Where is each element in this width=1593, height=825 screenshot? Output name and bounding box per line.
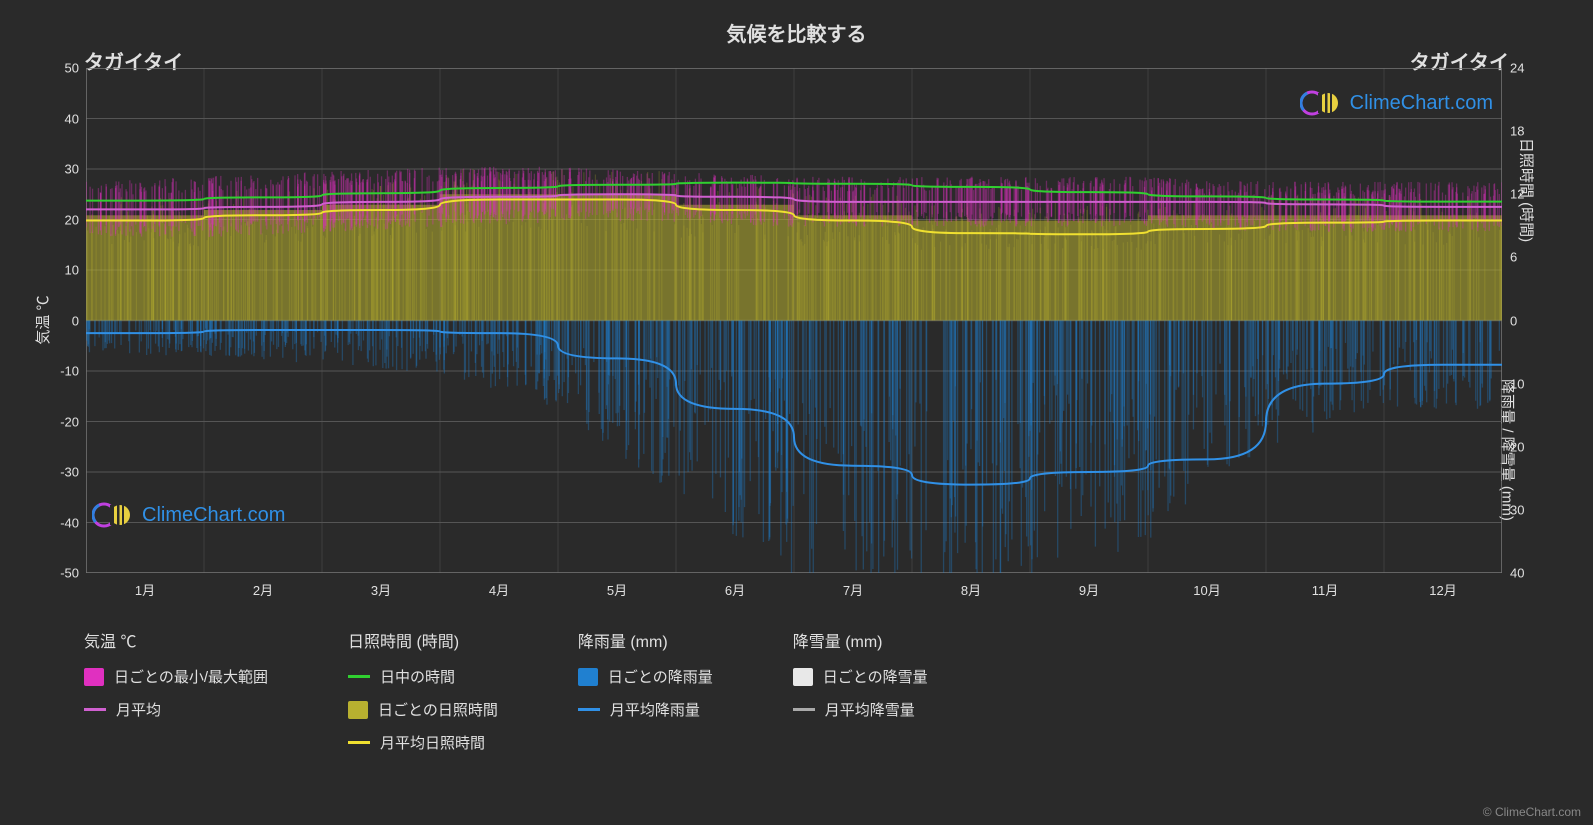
xtick: 5月: [607, 580, 627, 599]
xtick: 9月: [1079, 580, 1099, 599]
legend-group-title: 降雨量 (mm): [578, 628, 713, 652]
ytick-left: 40: [39, 111, 79, 126]
ytick-left: -10: [39, 364, 79, 379]
ytick-left: 50: [39, 61, 79, 76]
legend-item: 月平均日照時間: [348, 732, 498, 753]
xtick: 12月: [1429, 580, 1456, 599]
legend-label: 日ごとの降雨量: [608, 666, 713, 687]
copyright: © ClimeChart.com: [1483, 805, 1581, 819]
ytick-right: 10: [1510, 376, 1524, 391]
legend-label: 月平均: [116, 699, 161, 720]
xtick: 10月: [1193, 580, 1220, 599]
legend-group-title: 降雪量 (mm): [793, 628, 928, 652]
legend-item: 日中の時間: [348, 666, 498, 687]
legend-label: 日中の時間: [380, 666, 455, 687]
xtick: 8月: [961, 580, 981, 599]
legend-swatch: [793, 708, 815, 711]
legend-group: 降雨量 (mm) 日ごとの降雨量月平均降雨量: [578, 628, 713, 753]
legend-group: 気温 ℃ 日ごとの最小/最大範囲月平均: [84, 628, 268, 753]
ytick-right: 20: [1510, 439, 1524, 454]
legend-label: 日ごとの最小/最大範囲: [114, 666, 268, 687]
legend-swatch: [84, 668, 104, 686]
legend-label: 月平均日照時間: [380, 732, 485, 753]
xtick: 4月: [489, 580, 509, 599]
brand-logo-bottom: ClimeChart.com: [92, 500, 285, 530]
legend-item: 日ごとの降雪量: [793, 666, 928, 687]
legend-item: 日ごとの最小/最大範囲: [84, 666, 268, 687]
legend-swatch: [348, 701, 368, 719]
ytick-right: 18: [1510, 124, 1524, 139]
xtick: 2月: [253, 580, 273, 599]
legend-label: 日ごとの降雪量: [823, 666, 928, 687]
ytick-left: -30: [39, 465, 79, 480]
ytick-right: 0: [1510, 313, 1517, 328]
brand-text: ClimeChart.com: [142, 504, 285, 527]
legend-swatch: [84, 708, 106, 711]
chart-title: 気候を比較する: [0, 18, 1593, 47]
legend-item: 月平均降雪量: [793, 699, 928, 720]
legend-swatch: [348, 675, 370, 678]
ytick-left: 20: [39, 212, 79, 227]
ytick-left: 0: [39, 313, 79, 328]
legend-group: 降雪量 (mm) 日ごとの降雪量月平均降雪量: [793, 628, 928, 753]
legend-swatch: [793, 668, 813, 686]
brand-text: ClimeChart.com: [1350, 92, 1493, 115]
legend-item: 月平均: [84, 699, 268, 720]
legend-group-title: 気温 ℃: [84, 628, 268, 652]
xtick: 11月: [1312, 580, 1339, 599]
legend-item: 日ごとの日照時間: [348, 699, 498, 720]
legend: 気温 ℃ 日ごとの最小/最大範囲月平均 日照時間 (時間) 日中の時間日ごとの日照時間…: [84, 628, 928, 753]
brand-logo-top: ClimeChart.com: [1300, 88, 1493, 118]
ytick-right: 24: [1510, 61, 1524, 76]
xtick: 1月: [135, 580, 155, 599]
xtick: 7月: [843, 580, 863, 599]
legend-item: 月平均降雨量: [578, 699, 713, 720]
ytick-right: 12: [1510, 187, 1524, 202]
ytick-left: -50: [39, 566, 79, 581]
ytick-left: -40: [39, 515, 79, 530]
ytick-right: 40: [1510, 566, 1524, 581]
legend-swatch: [348, 741, 370, 744]
legend-group-title: 日照時間 (時間): [348, 628, 498, 652]
legend-item: 日ごとの降雨量: [578, 666, 713, 687]
legend-group: 日照時間 (時間) 日中の時間日ごとの日照時間月平均日照時間: [348, 628, 498, 753]
legend-label: 日ごとの日照時間: [378, 699, 498, 720]
legend-label: 月平均降雨量: [610, 699, 700, 720]
legend-swatch: [578, 708, 600, 711]
ytick-left: 10: [39, 263, 79, 278]
xtick: 6月: [725, 580, 745, 599]
ytick-left: 30: [39, 162, 79, 177]
legend-swatch: [578, 668, 598, 686]
legend-label: 月平均降雪量: [825, 699, 915, 720]
ytick-right: 30: [1510, 502, 1524, 517]
ytick-left: -20: [39, 414, 79, 429]
climate-chart: [86, 68, 1502, 573]
ytick-right: 6: [1510, 250, 1517, 265]
xtick: 3月: [371, 580, 391, 599]
